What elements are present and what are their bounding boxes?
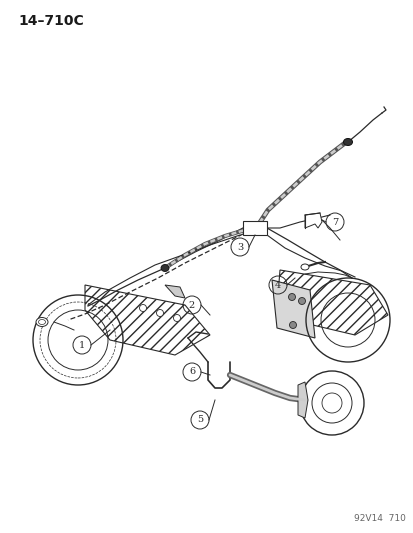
Circle shape [289,321,296,328]
Polygon shape [165,285,185,298]
Polygon shape [297,382,307,418]
Text: 92V14  710: 92V14 710 [353,514,405,523]
Polygon shape [85,285,209,355]
Circle shape [156,310,163,317]
Ellipse shape [249,223,259,231]
Text: 4: 4 [274,280,280,289]
Text: 7: 7 [331,217,337,227]
Ellipse shape [38,319,45,325]
Ellipse shape [343,139,351,146]
Text: 14–710C: 14–710C [18,14,83,28]
Ellipse shape [161,264,169,271]
Text: 5: 5 [197,416,202,424]
Polygon shape [271,280,314,338]
Text: 2: 2 [188,301,195,310]
Circle shape [173,314,180,321]
FancyBboxPatch shape [242,221,266,235]
Circle shape [298,297,305,304]
Text: 1: 1 [79,341,85,350]
Circle shape [288,294,295,301]
Ellipse shape [36,318,48,327]
Polygon shape [277,270,387,335]
Ellipse shape [300,264,308,270]
Text: 6: 6 [188,367,195,376]
Text: 3: 3 [236,243,242,252]
Polygon shape [304,213,321,228]
Circle shape [139,304,146,311]
